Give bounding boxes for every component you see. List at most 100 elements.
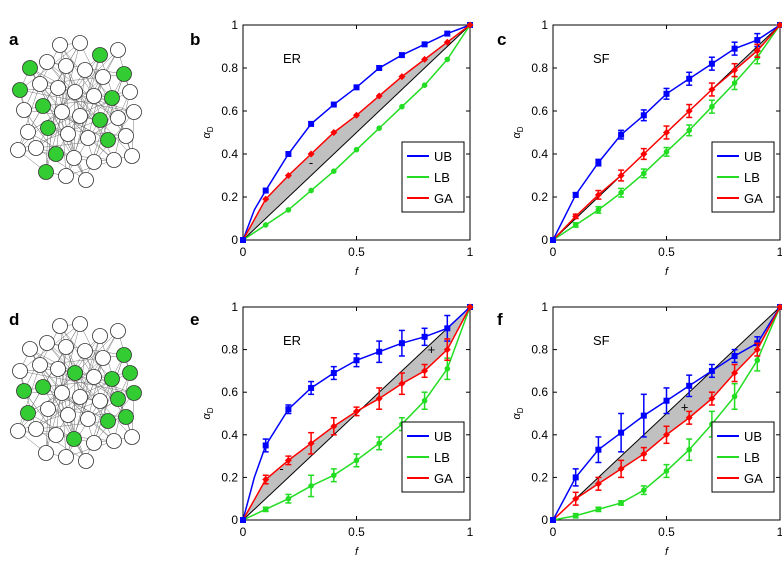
data-point-UB [640, 412, 647, 419]
network-node [50, 361, 66, 377]
y-tick-label: 0 [231, 233, 238, 247]
data-point-UB [308, 384, 315, 391]
legend-label-GA: GA [434, 471, 453, 486]
y-axis-label-subscript: D [516, 407, 525, 413]
data-point-LB [731, 393, 738, 400]
origin-point [240, 237, 246, 243]
network-diagram-a [10, 35, 142, 188]
x-tick-label: 0 [240, 245, 247, 259]
network-node [78, 172, 94, 188]
network-edge [84, 69, 109, 141]
driver-node [126, 385, 142, 401]
data-point-UB [618, 429, 625, 436]
network-node [52, 37, 68, 53]
chart-b: 0 0.5 1 0 0.2 0.4 0.6 0.8 1 f αD ER - UB LB GA [201, 18, 474, 278]
network-node [60, 126, 76, 142]
data-point-UB [618, 131, 625, 138]
data-point-UB [686, 75, 693, 82]
data-point-GA [262, 195, 270, 203]
data-point-GA [262, 476, 270, 484]
series-line-UB [242, 24, 471, 241]
network-node [80, 130, 96, 146]
data-point-LB [331, 472, 337, 479]
network-edge [35, 428, 95, 444]
data-point-GA [375, 395, 383, 403]
data-point-GA [375, 92, 383, 100]
network-node [122, 84, 138, 100]
data-point-LB [618, 189, 624, 196]
y-tick-label: 0.6 [221, 104, 238, 118]
network-node [106, 152, 122, 168]
data-point-GA [685, 414, 693, 422]
legend-label-LB: LB [744, 450, 760, 465]
driver-node [118, 409, 134, 425]
data-point-GA [776, 303, 782, 311]
data-point-LB [285, 207, 292, 213]
network-node [28, 140, 44, 156]
data-point-GA [685, 107, 693, 115]
data-point-LB [331, 168, 337, 174]
network-edge [46, 342, 133, 438]
band-sign: - [309, 155, 313, 170]
network-edge [35, 147, 95, 163]
network-node [106, 433, 122, 449]
network-node [58, 449, 74, 465]
data-point-GA [753, 346, 761, 354]
data-point-LB [376, 440, 383, 447]
data-point-UB [731, 352, 738, 359]
data-point-LB [618, 500, 624, 506]
network-node [72, 35, 88, 51]
network-node [12, 363, 28, 379]
network-edge [47, 357, 104, 410]
data-point-UB [262, 187, 269, 194]
network-edge [27, 412, 75, 440]
panel-label-f: f [497, 310, 503, 329]
network-edge [29, 348, 76, 374]
y-axis-label: αD [201, 126, 215, 138]
network-edge [29, 67, 76, 93]
data-point-UB [686, 382, 693, 389]
y-tick-label: 0 [541, 233, 548, 247]
data-point-GA [663, 431, 670, 439]
network-node [72, 316, 88, 332]
data-point-UB [353, 357, 360, 364]
driver-node [92, 47, 108, 63]
data-point-GA [776, 21, 782, 29]
network-node [72, 108, 88, 124]
network-node [86, 435, 102, 451]
network-edge [42, 386, 109, 422]
y-tick-label: 1 [541, 18, 548, 32]
network-node [58, 339, 74, 355]
band-sign: - [279, 461, 283, 476]
network-node [32, 76, 48, 92]
y-axis-label-subscript: D [206, 126, 215, 132]
network-edge [93, 376, 127, 418]
data-point-LB [376, 125, 383, 131]
x-tick-label: 1 [467, 245, 474, 259]
data-point-LB [353, 146, 360, 153]
data-point-LB [399, 103, 405, 110]
chart-annotation: SF [593, 51, 610, 66]
network-node [38, 445, 54, 461]
data-point-GA [663, 129, 670, 136]
driver-node [38, 164, 54, 180]
panel-label-d: d [9, 310, 19, 329]
data-point-GA [466, 303, 474, 311]
data-point-GA [443, 346, 451, 354]
panel-label-a: a [9, 30, 19, 49]
data-point-GA [330, 422, 338, 430]
y-axis-label: αD [511, 126, 525, 138]
data-point-LB [308, 483, 314, 489]
y-tick-label: 0.8 [531, 343, 548, 357]
data-point-LB [663, 149, 670, 155]
network-node [22, 341, 38, 357]
data-point-UB [421, 41, 428, 48]
data-point-UB [398, 340, 405, 347]
network-edge [19, 89, 37, 149]
network-node [52, 318, 68, 334]
data-point-LB [709, 103, 715, 110]
network-edge [73, 91, 76, 159]
data-point-GA [330, 129, 338, 136]
data-point-LB [595, 207, 602, 213]
